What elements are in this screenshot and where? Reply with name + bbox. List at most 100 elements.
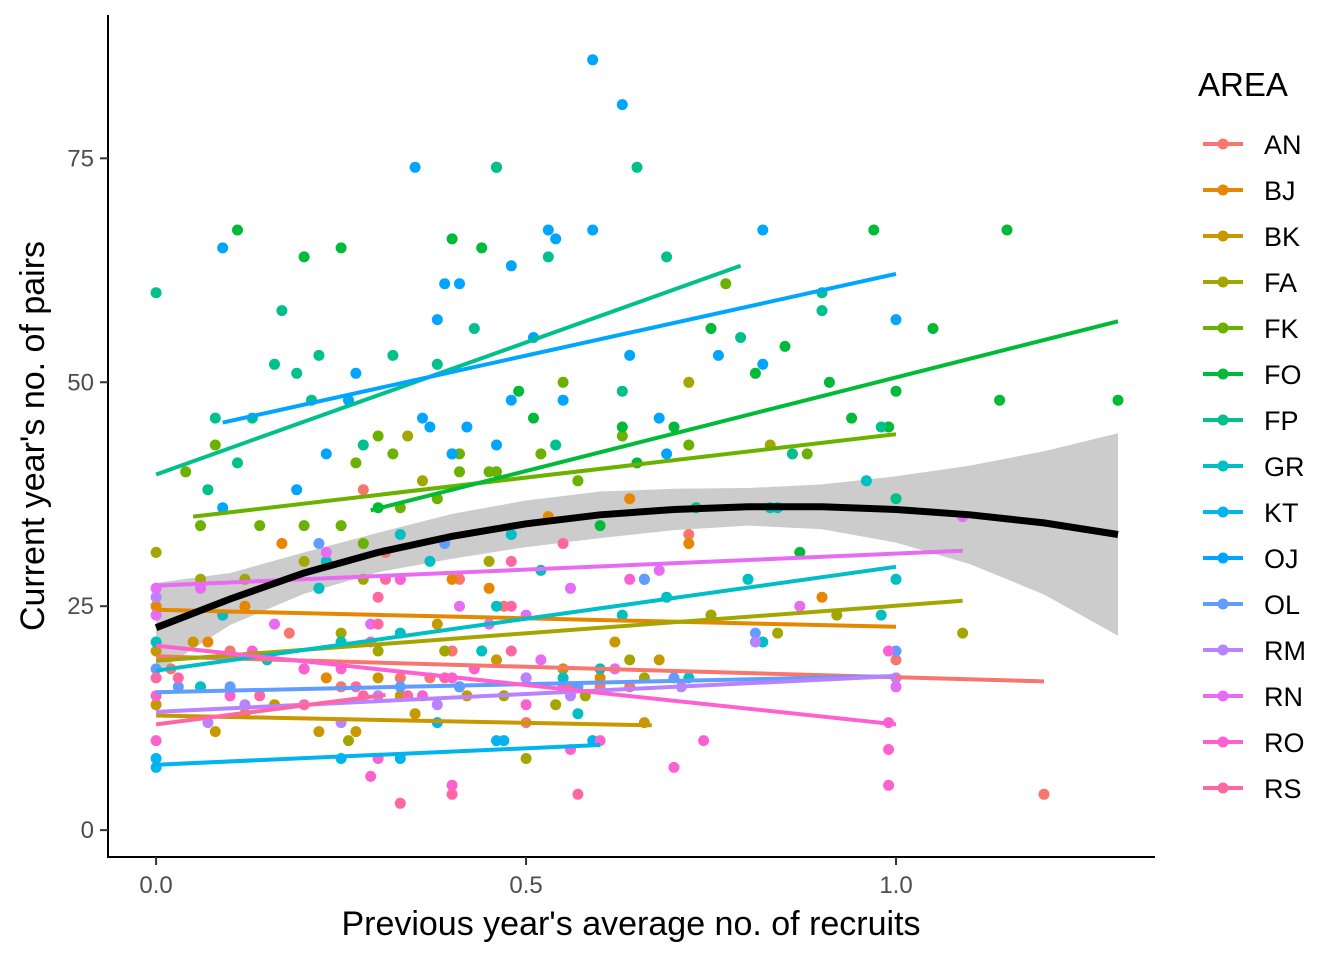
fit-line-rs (155, 692, 386, 727)
fit-line-ro (155, 643, 897, 727)
legend-key-point (1217, 414, 1229, 426)
point-rm (749, 636, 761, 648)
point-oj (587, 224, 599, 236)
point-fo (749, 367, 761, 379)
point-fp (276, 305, 288, 317)
point-fp (550, 439, 562, 451)
fit-line-oj (222, 271, 897, 425)
point-oj (454, 278, 465, 290)
point-bk (609, 636, 621, 648)
point-an (1038, 788, 1050, 800)
point-gr (616, 609, 628, 621)
point-fo (1001, 224, 1013, 236)
point-fp (631, 161, 643, 173)
point-rs (505, 555, 517, 567)
point-oj (424, 421, 436, 433)
point-fa (402, 430, 414, 442)
point-fp (468, 323, 480, 334)
point-kt (150, 753, 162, 764)
point-oj (661, 448, 673, 460)
point-ro (365, 770, 377, 782)
point-fk (683, 439, 695, 451)
point-fa (343, 735, 354, 747)
point-oj (550, 233, 562, 245)
point-fk (572, 475, 584, 487)
point-gr (875, 609, 887, 621)
point-bk (409, 708, 421, 720)
y-tick-label: 0 (81, 817, 94, 844)
point-oj (757, 224, 769, 236)
point-an (890, 654, 902, 666)
point-ro (883, 779, 895, 791)
legend-label: BK (1264, 222, 1300, 252)
point-fk (372, 430, 384, 442)
point-rm (150, 591, 162, 603)
point-fp (786, 448, 798, 460)
point-bk (350, 726, 362, 738)
point-rs (150, 672, 162, 684)
legend-label: FK (1264, 314, 1299, 344)
point-oj (320, 448, 332, 460)
point-gr (890, 573, 902, 585)
point-bj (320, 672, 332, 684)
point-rs (254, 690, 266, 702)
point-oj (587, 54, 599, 66)
fit-line-fp (155, 263, 742, 477)
point-fp (661, 251, 673, 263)
point-an (394, 672, 406, 684)
point-bk (150, 699, 162, 711)
point-ro (298, 663, 310, 675)
point-rs (572, 788, 584, 800)
point-rn (150, 609, 162, 621)
point-ol (172, 681, 184, 693)
point-fk (801, 448, 813, 460)
point-fk (616, 430, 628, 442)
point-oj (291, 484, 303, 496)
point-rs (446, 788, 458, 800)
point-rn (794, 600, 806, 612)
point-fo (846, 412, 858, 424)
point-ol (313, 538, 325, 549)
legend-label: FA (1264, 268, 1297, 298)
point-gr (505, 529, 517, 540)
point-an (357, 484, 369, 496)
fit-line-bk (156, 713, 652, 728)
legend-item-an: AN (1203, 130, 1302, 160)
point-bj (446, 573, 458, 585)
point-fk (195, 520, 206, 532)
fit-line-gr (155, 564, 897, 673)
point-an (283, 627, 295, 639)
legend-label: AN (1264, 130, 1302, 160)
point-rs (505, 600, 517, 612)
y-axis-title: Current year's no. of pairs (14, 241, 52, 631)
point-fo (616, 421, 628, 433)
legend-key-point (1217, 230, 1229, 242)
legend-item-bj: BJ (1203, 176, 1296, 206)
point-ro (520, 699, 532, 711)
legend-item-fa: FA (1203, 268, 1297, 298)
point-fk (483, 466, 495, 478)
point-rn (565, 582, 576, 594)
point-fa (298, 555, 310, 567)
legend-label: KT (1264, 498, 1299, 528)
point-rn (269, 618, 280, 630)
point-fa (439, 645, 451, 657)
point-ro (224, 690, 236, 702)
point-ol (749, 627, 761, 639)
point-oj (712, 349, 724, 361)
point-ro (446, 779, 458, 791)
point-rm (431, 699, 443, 711)
point-fk (335, 520, 347, 532)
point-bj (816, 591, 828, 603)
point-fp (616, 385, 628, 397)
point-fp (209, 412, 221, 424)
legend-item-ol: OL (1203, 590, 1300, 620)
legend-key-point (1217, 736, 1229, 748)
point-ro (150, 735, 162, 747)
point-fk (557, 376, 569, 388)
point-fp (890, 493, 902, 505)
point-fa (483, 555, 495, 567)
point-oj (217, 242, 229, 254)
y-tick-label: 50 (67, 369, 94, 396)
